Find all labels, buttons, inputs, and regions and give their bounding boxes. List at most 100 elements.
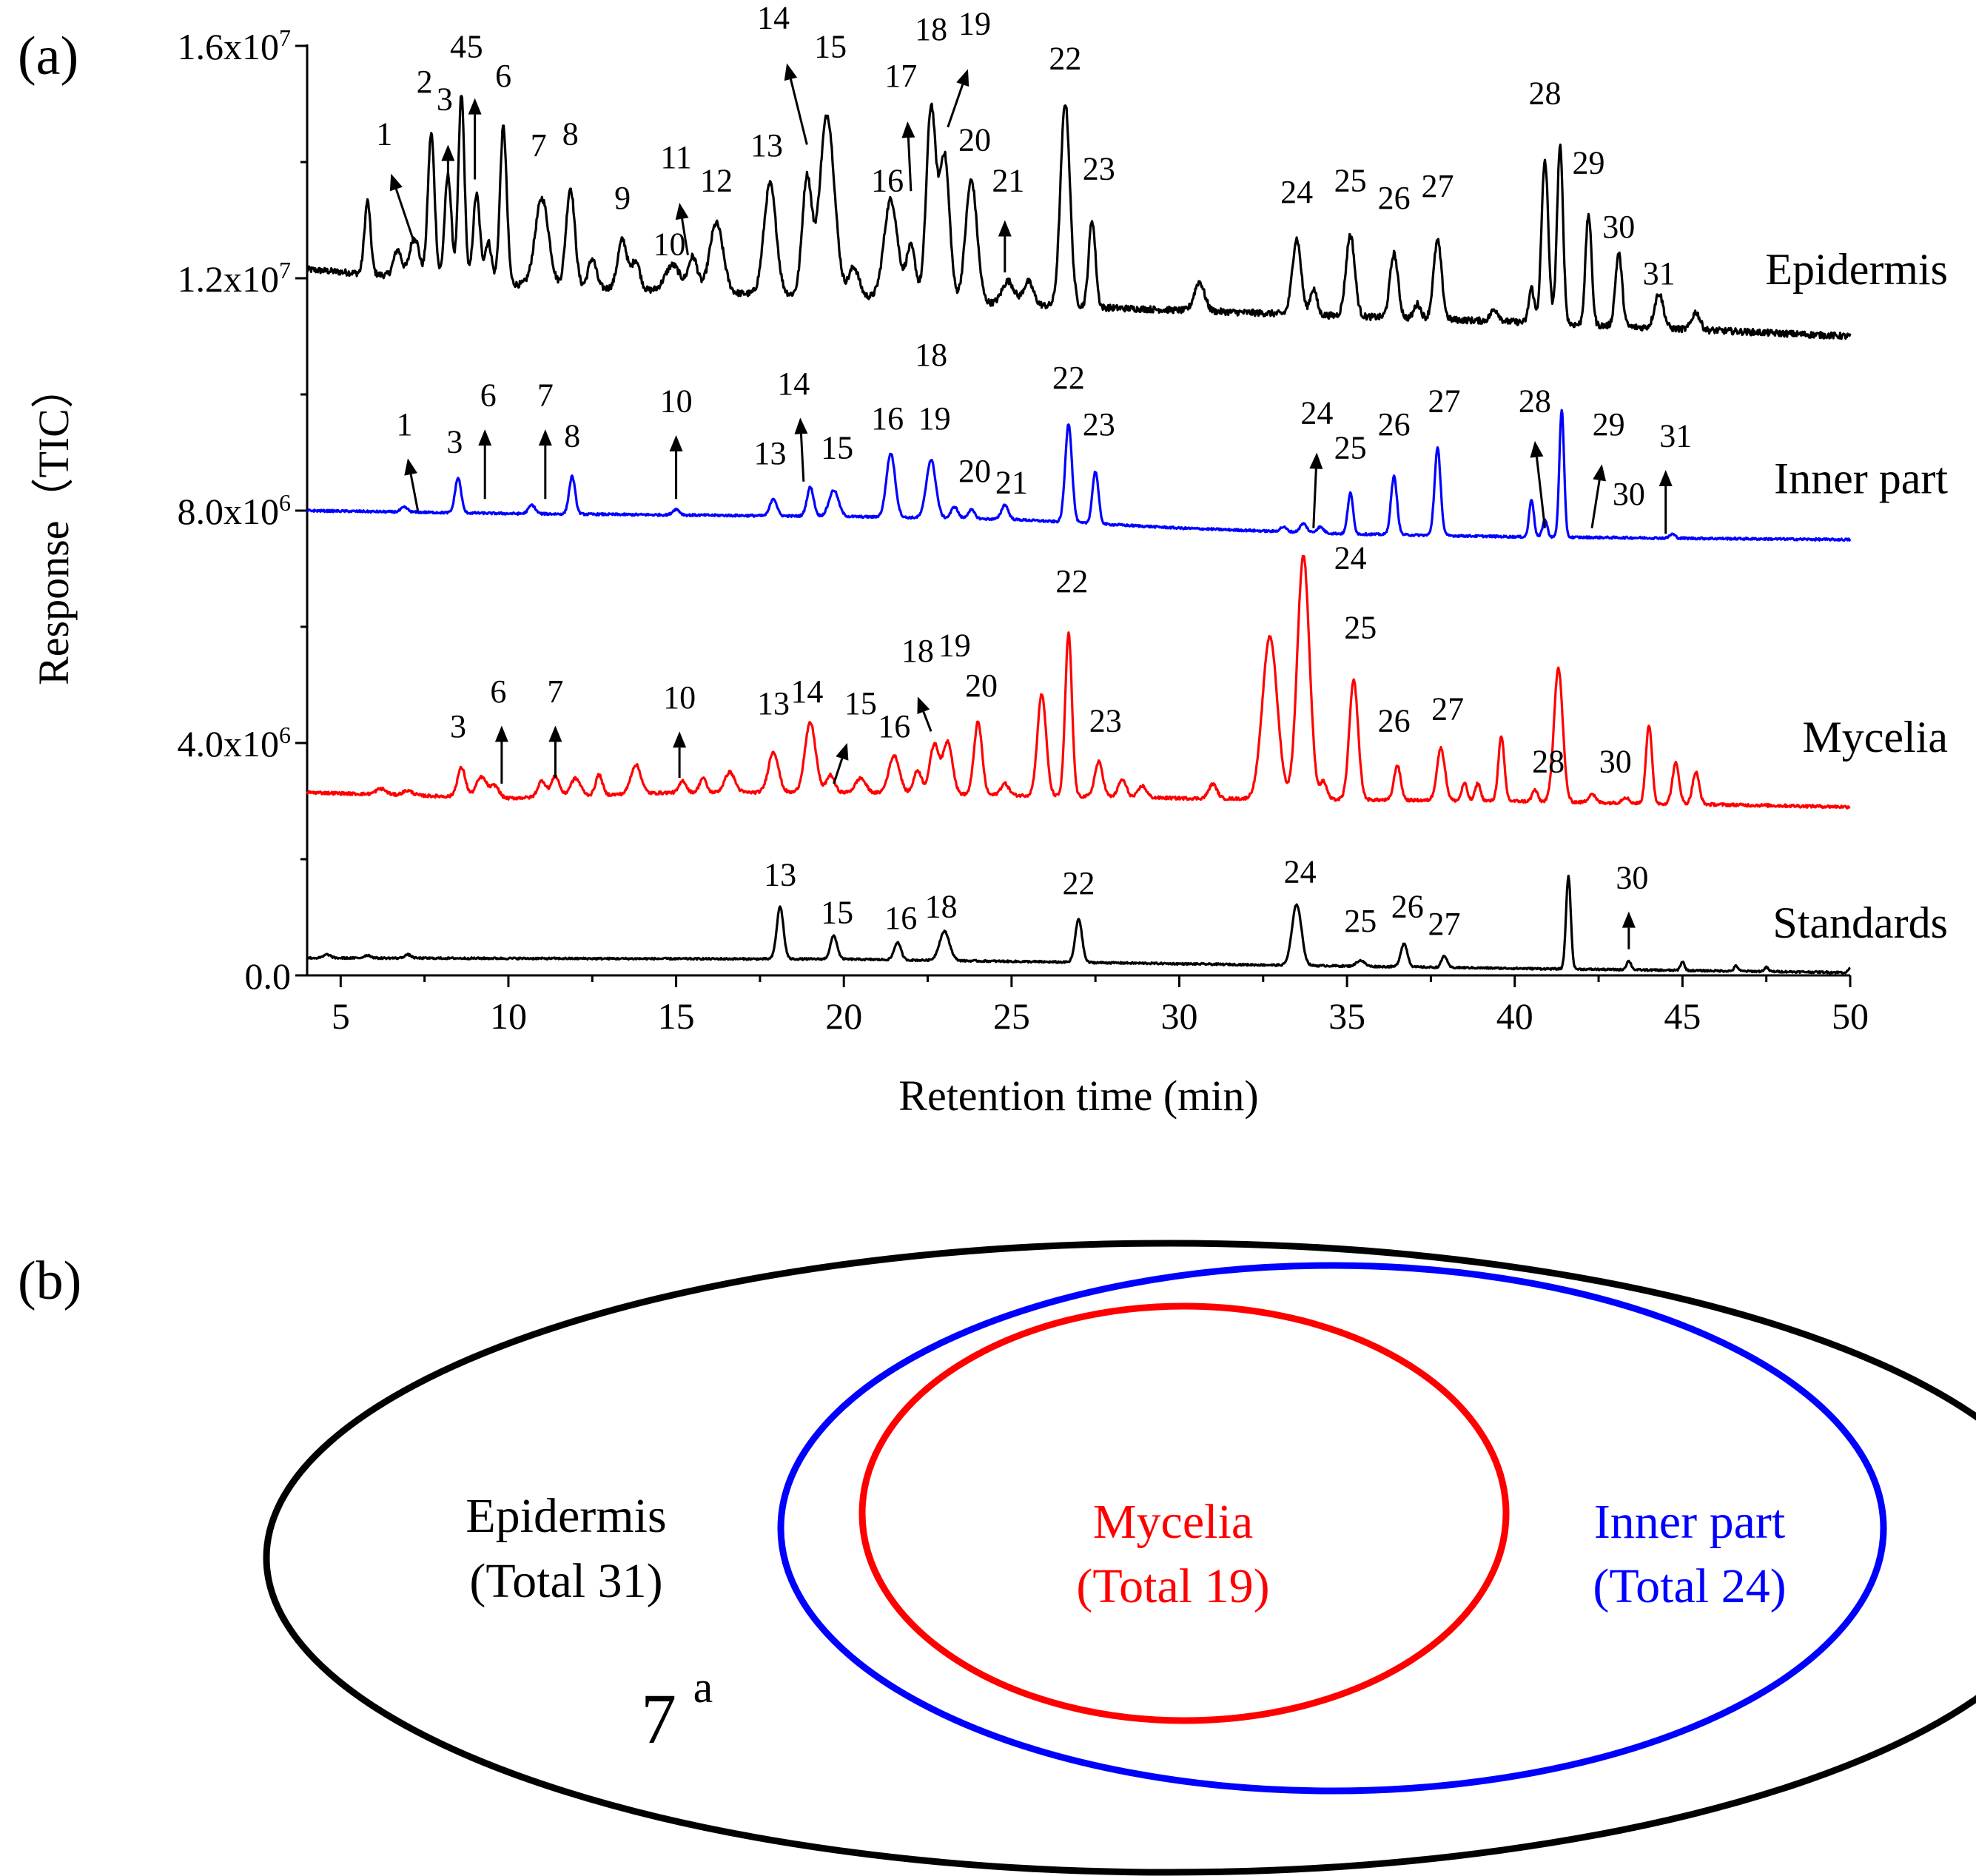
y-tick-label: 0.0 bbox=[245, 955, 292, 997]
peak-arrow-head bbox=[478, 429, 492, 446]
venn-total-epidermis: (Total 31) bbox=[469, 1554, 662, 1608]
x-tick-label: 40 bbox=[1496, 995, 1533, 1037]
peak-label: 1 bbox=[376, 115, 392, 152]
x-axis-title: Retention time (min) bbox=[898, 1072, 1258, 1120]
peak-arrow-head bbox=[1309, 452, 1323, 469]
peak-arrow-head bbox=[669, 434, 683, 451]
peak-label: 14 bbox=[790, 673, 823, 710]
peak-arrow-head bbox=[468, 98, 482, 115]
peak-arrow-shaft bbox=[681, 218, 689, 255]
peak-arrow-shaft bbox=[799, 434, 805, 482]
peak-label: 20 bbox=[958, 453, 991, 489]
peak-arrow-shaft bbox=[1535, 457, 1547, 528]
peak-label: 27 bbox=[1421, 168, 1454, 204]
peak-label: 3 bbox=[446, 424, 463, 460]
peak-label: 25 bbox=[1344, 903, 1377, 939]
peak-label: 26 bbox=[1378, 702, 1411, 739]
trace-label-epidermis: Epidermis bbox=[1765, 245, 1948, 294]
peak-label: 7 bbox=[537, 377, 554, 414]
peak-label: 3 bbox=[437, 81, 453, 117]
peak-label: 7 bbox=[547, 673, 563, 710]
x-tick-label: 20 bbox=[825, 995, 862, 1037]
peak-label: 14 bbox=[757, 0, 790, 36]
peak-label: 11 bbox=[660, 139, 691, 175]
peak-arrow-shaft bbox=[922, 711, 932, 732]
peak-label: 21 bbox=[995, 464, 1028, 500]
peak-label: 18 bbox=[925, 889, 958, 925]
peak-label: 18 bbox=[915, 337, 947, 373]
peak-label: 22 bbox=[1063, 865, 1095, 901]
peak-label: 28 bbox=[1519, 383, 1551, 420]
peak-label: 16 bbox=[871, 400, 904, 437]
peak-arrow-head bbox=[956, 69, 969, 87]
peak-label: 25 bbox=[1334, 162, 1367, 198]
peak-label: 19 bbox=[958, 5, 991, 41]
peak-label: 23 bbox=[1089, 702, 1122, 739]
peak-label: 29 bbox=[1593, 406, 1625, 443]
peak-label: 23 bbox=[1083, 406, 1115, 443]
peak-label: 30 bbox=[1613, 476, 1645, 512]
peak-arrow-shaft bbox=[833, 758, 844, 784]
peak-arrow-head bbox=[784, 63, 798, 81]
peak-label: 16 bbox=[871, 162, 904, 198]
peak-label: 13 bbox=[764, 856, 796, 892]
peak-label: 10 bbox=[653, 226, 686, 263]
peak-label: 22 bbox=[1052, 360, 1085, 396]
peak-arrow-head bbox=[1530, 440, 1544, 458]
panel-b-label: (b) bbox=[18, 1251, 81, 1311]
peak-arrow-head bbox=[794, 417, 808, 434]
peak-arrow-head bbox=[917, 696, 930, 714]
venn-total-mycelia: (Total 19) bbox=[1076, 1559, 1269, 1613]
peak-label: 2 bbox=[417, 64, 433, 100]
peak-label: 25 bbox=[1344, 610, 1377, 646]
peak-label: 24 bbox=[1280, 174, 1313, 210]
peak-arrow-head bbox=[998, 220, 1012, 237]
peak-label: 16 bbox=[884, 900, 917, 936]
venn-set-mycelia bbox=[858, 1302, 1510, 1724]
peak-arrow-head bbox=[675, 202, 689, 221]
peak-label: 20 bbox=[958, 121, 991, 158]
peak-arrow-shaft bbox=[1590, 480, 1601, 528]
trace-label-standards: Standards bbox=[1772, 898, 1948, 947]
series-line-standards bbox=[306, 874, 1851, 975]
peak-label: 3 bbox=[450, 708, 466, 744]
peak-label: 15 bbox=[821, 894, 853, 930]
peak-arrow-shaft bbox=[394, 189, 416, 244]
peak-label: 17 bbox=[884, 58, 917, 94]
peak-label: 27 bbox=[1428, 906, 1461, 942]
peak-label: 14 bbox=[777, 366, 810, 402]
venn-set-inner-part bbox=[777, 1262, 1887, 1795]
peak-label: 20 bbox=[965, 668, 998, 704]
peak-label: 5 bbox=[467, 29, 483, 65]
peak-label: 30 bbox=[1599, 743, 1632, 779]
peak-arrow-head bbox=[1659, 470, 1673, 487]
peak-arrow-head bbox=[389, 173, 403, 192]
peak-label: 18 bbox=[915, 11, 947, 47]
peak-label: 23 bbox=[1083, 151, 1115, 187]
peak-label: 13 bbox=[750, 127, 783, 164]
series-line-mycelia bbox=[306, 554, 1851, 810]
peak-arrow-head bbox=[1622, 911, 1636, 928]
peak-label: 9 bbox=[614, 180, 631, 216]
x-tick-label: 10 bbox=[490, 995, 527, 1037]
venn-epidermis-only-count: 7 bbox=[641, 1679, 676, 1758]
venn-label-epidermis: Epidermis bbox=[466, 1489, 666, 1543]
y-tick-label: 1.2x107 bbox=[178, 257, 292, 300]
peak-label: 24 bbox=[1334, 540, 1367, 576]
peak-label: 19 bbox=[918, 400, 951, 437]
peak-label: 1 bbox=[396, 406, 412, 443]
x-tick-label: 35 bbox=[1328, 995, 1365, 1037]
y-axis-title: Response（TIC） bbox=[30, 366, 78, 685]
peak-label: 24 bbox=[1284, 853, 1317, 890]
venn-panel: (b) Epidermis (Total 31) Mycelia (Total … bbox=[18, 1240, 1976, 1876]
y-tick-label: 8.0x106 bbox=[178, 489, 292, 532]
peak-label: 10 bbox=[660, 383, 693, 420]
peak-arrow-shaft bbox=[947, 84, 964, 128]
chromatogram-panel: (a) 0.0 4.0x106 8.0x106 1.2x107 1.6x107 5 10 1… bbox=[18, 0, 1948, 1120]
peak-label: 28 bbox=[1529, 75, 1562, 112]
peak-label: 22 bbox=[1055, 563, 1088, 599]
